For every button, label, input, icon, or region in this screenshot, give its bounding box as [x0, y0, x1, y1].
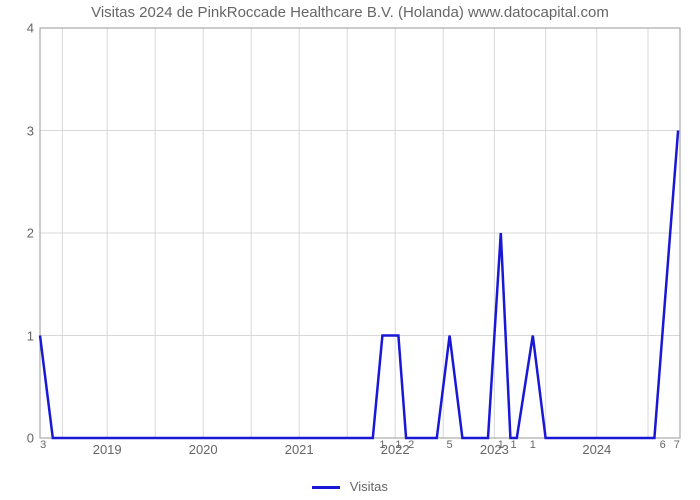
legend-label: Visitas — [350, 479, 388, 494]
y-tick-label: 4 — [27, 21, 34, 36]
x-year-label: 2019 — [93, 442, 122, 457]
x-year-label: 2023 — [480, 442, 509, 457]
x-value-label: 7 — [674, 439, 680, 451]
x-value-label: 3 — [40, 439, 46, 451]
x-year-label: 2020 — [189, 442, 218, 457]
chart-container: Visitas 2024 de PinkRoccade Healthcare B… — [0, 0, 700, 500]
x-value-label: 1 — [511, 439, 517, 451]
y-tick-label: 3 — [27, 123, 34, 138]
x-value-label: 1 — [498, 439, 504, 451]
legend-swatch — [312, 486, 340, 489]
x-value-label: 1 — [379, 439, 385, 451]
x-value-label: 1 — [395, 439, 401, 451]
x-year-label: 2024 — [582, 442, 611, 457]
series-line — [40, 131, 678, 439]
y-tick-label: 0 — [27, 431, 34, 446]
x-value-label: 2 — [408, 439, 414, 451]
y-tick-label: 1 — [27, 328, 34, 343]
x-value-label: 5 — [447, 439, 453, 451]
legend: Visitas — [0, 479, 700, 494]
chart-title: Visitas 2024 de PinkRoccade Healthcare B… — [0, 4, 700, 21]
x-year-label: 2021 — [285, 442, 314, 457]
y-tick-label: 2 — [27, 226, 34, 241]
x-value-label: 6 — [660, 439, 666, 451]
plot-area: 012342019202020212022202320243112511167 — [40, 28, 680, 438]
x-value-label: 1 — [530, 439, 536, 451]
